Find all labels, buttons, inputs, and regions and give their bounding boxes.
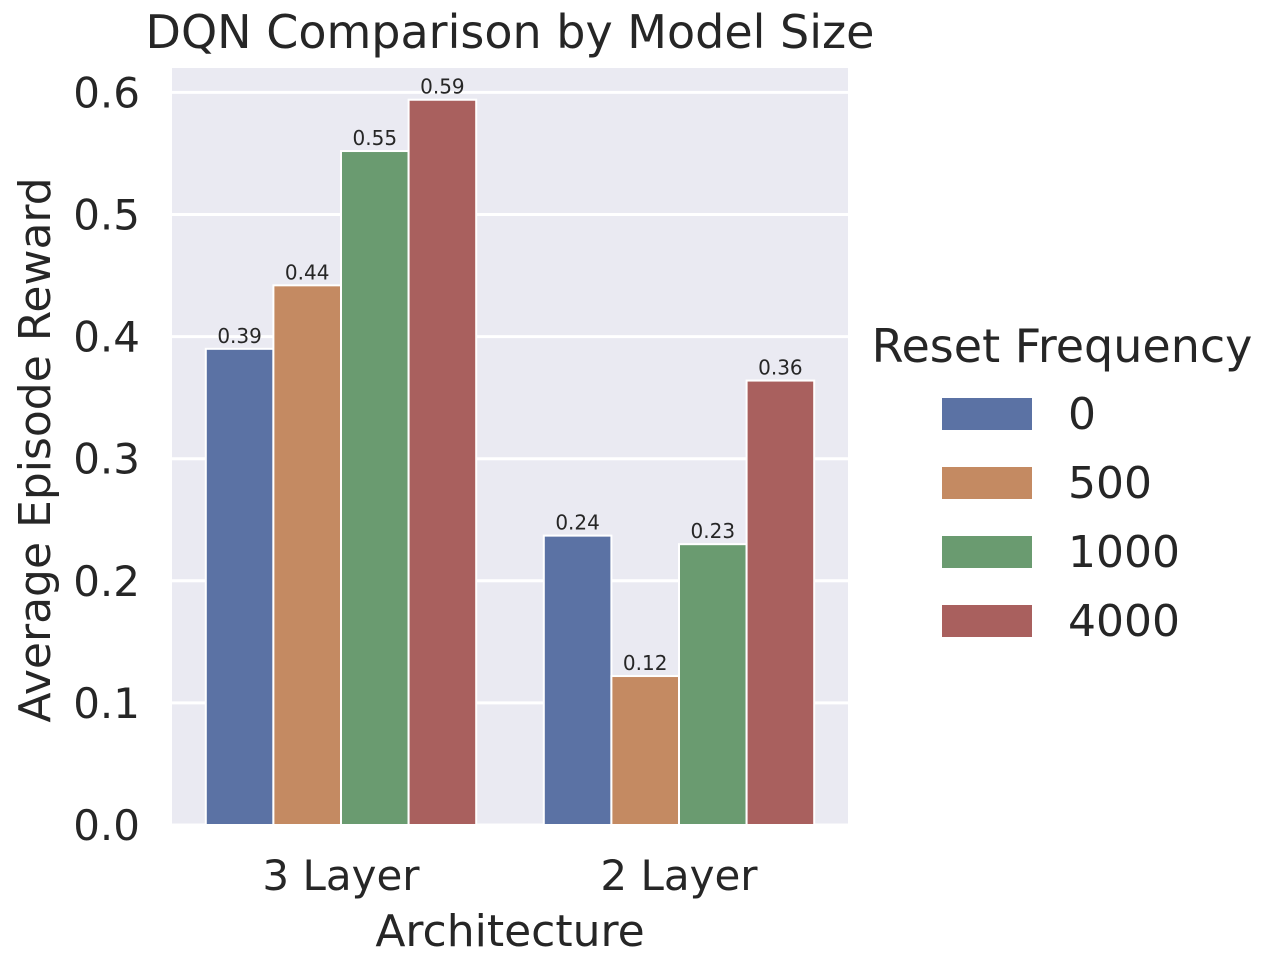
y-axis-label: Average Episode Reward: [10, 177, 61, 722]
data-label: 0.24: [555, 511, 600, 535]
legend-swatch: [942, 398, 1032, 430]
bar: [272, 284, 342, 826]
bar: [407, 98, 478, 826]
bars: [204, 98, 816, 826]
data-labels: 0.39 0.44 0.55 0.59 0.24 0.12 0.23 0.36: [217, 75, 802, 675]
data-label: 0.12: [623, 651, 668, 675]
x-tick-label: 2 Layer: [600, 851, 758, 900]
legend-label: 1000: [1068, 527, 1180, 578]
y-tick-label: 0.0: [73, 801, 140, 850]
data-label: 0.23: [691, 519, 736, 543]
y-tick-label: 0.1: [73, 679, 140, 728]
legend-label: 0: [1068, 389, 1096, 440]
bar: [745, 379, 816, 826]
data-label: 0.44: [285, 260, 330, 284]
bar: [204, 347, 275, 826]
x-axis-label: Architecture: [375, 906, 644, 957]
y-tick-label: 0.2: [73, 557, 140, 606]
legend-swatch: [942, 605, 1032, 637]
legend: Reset Frequency 0 500 1000 4000: [872, 319, 1253, 647]
data-label: 0.59: [420, 75, 465, 99]
data-label: 0.55: [353, 126, 398, 150]
bar: [610, 675, 681, 826]
legend-label: 500: [1068, 458, 1152, 509]
y-tick-label: 0.5: [73, 191, 140, 240]
legend-label: 4000: [1068, 596, 1180, 647]
y-tick-labels: 0.0 0.1 0.2 0.3 0.4 0.5 0.6: [73, 68, 140, 850]
y-tick-label: 0.4: [73, 313, 140, 362]
x-tick-labels: 3 Layer 2 Layer: [262, 851, 758, 900]
x-tick-label: 3 Layer: [262, 851, 420, 900]
bar: [678, 543, 748, 826]
legend-items: 0 500 1000 4000: [942, 389, 1180, 647]
data-label: 0.39: [217, 324, 262, 348]
legend-title: Reset Frequency: [872, 319, 1253, 373]
y-tick-label: 0.6: [73, 68, 140, 117]
legend-swatch: [942, 536, 1032, 568]
y-tick-label: 0.3: [73, 435, 140, 484]
legend-swatch: [942, 467, 1032, 499]
data-label: 0.36: [758, 356, 803, 380]
bar: [542, 534, 613, 826]
bar: [340, 150, 410, 826]
chart-title: DQN Comparison by Model Size: [146, 5, 875, 59]
